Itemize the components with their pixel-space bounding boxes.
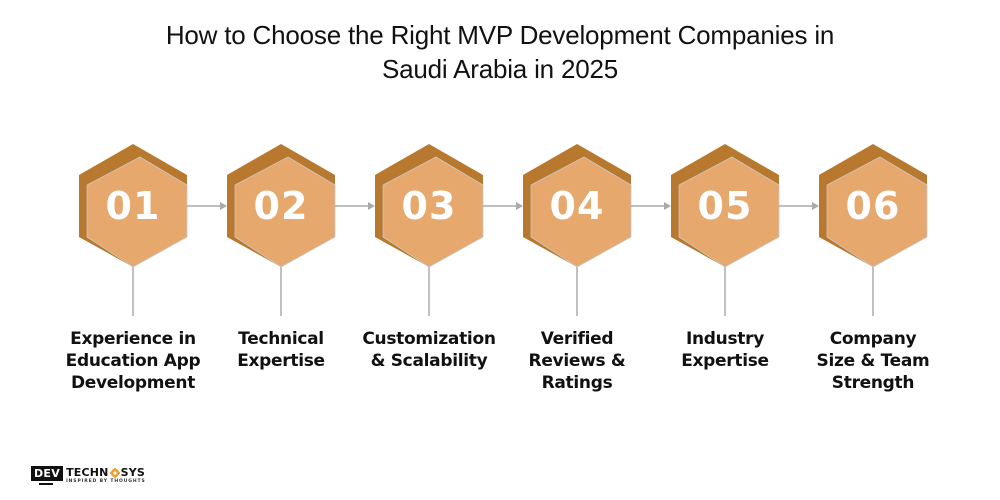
logo-dev-mark: DEV [31, 466, 64, 485]
hexagon-icon [375, 144, 484, 316]
hexagon-icon [227, 144, 336, 316]
company-logo: DEV TECHN SYS INSPIRED BY THOUGHTS [31, 466, 146, 488]
arrow-right-icon [335, 202, 375, 210]
step-number: 05 [697, 184, 753, 228]
step-label: Customization & Scalability [362, 329, 496, 371]
logo-name: TECHN SYS [66, 466, 146, 479]
hexagon-icon [523, 144, 632, 316]
step-number: 06 [845, 184, 901, 228]
step-05: 05 Industry Expertise [655, 140, 795, 400]
step-04: 04 Verified Reviews & Ratings [507, 140, 647, 400]
step-label: Industry Expertise [681, 329, 769, 371]
gear-icon [109, 467, 120, 478]
step-number: 03 [401, 184, 457, 228]
title-line-1: How to Choose the Right MVP Development … [165, 20, 835, 50]
arrow-right-icon [187, 202, 227, 210]
logo-name-part1: TECHN [66, 466, 109, 479]
step-02: 02 Technical Expertise [211, 140, 351, 400]
hexagon-icon [79, 144, 188, 316]
arrow-right-icon [631, 202, 671, 210]
page-title: How to Choose the Right MVP Development … [0, 18, 1000, 86]
hexagon-icon [819, 144, 928, 316]
step-label: Experience in Education App Development [65, 329, 201, 393]
step-label: Verified Reviews & Ratings [528, 329, 626, 393]
arrow-right-icon [779, 202, 819, 210]
title-line-2: Saudi Arabia in 2025 [382, 54, 618, 84]
logo-name-part2: SYS [120, 466, 145, 479]
hexagon-icon [671, 144, 780, 316]
step-01: 01 Experience in Education App Developme… [63, 140, 203, 400]
step-06: 06 Company Size & Team Strength [803, 140, 943, 400]
step-number: 01 [105, 184, 161, 228]
logo-wordmark: TECHN SYS INSPIRED BY THOUGHTS [66, 466, 146, 485]
step-label: Company Size & Team Strength [816, 329, 930, 393]
logo-tagline: INSPIRED BY THOUGHTS [66, 479, 146, 484]
arrow-right-icon [483, 202, 523, 210]
step-label: Technical Expertise [237, 329, 325, 371]
step-03: 03 Customization & Scalability [359, 140, 499, 400]
step-number: 02 [253, 184, 309, 228]
step-number: 04 [549, 184, 605, 228]
